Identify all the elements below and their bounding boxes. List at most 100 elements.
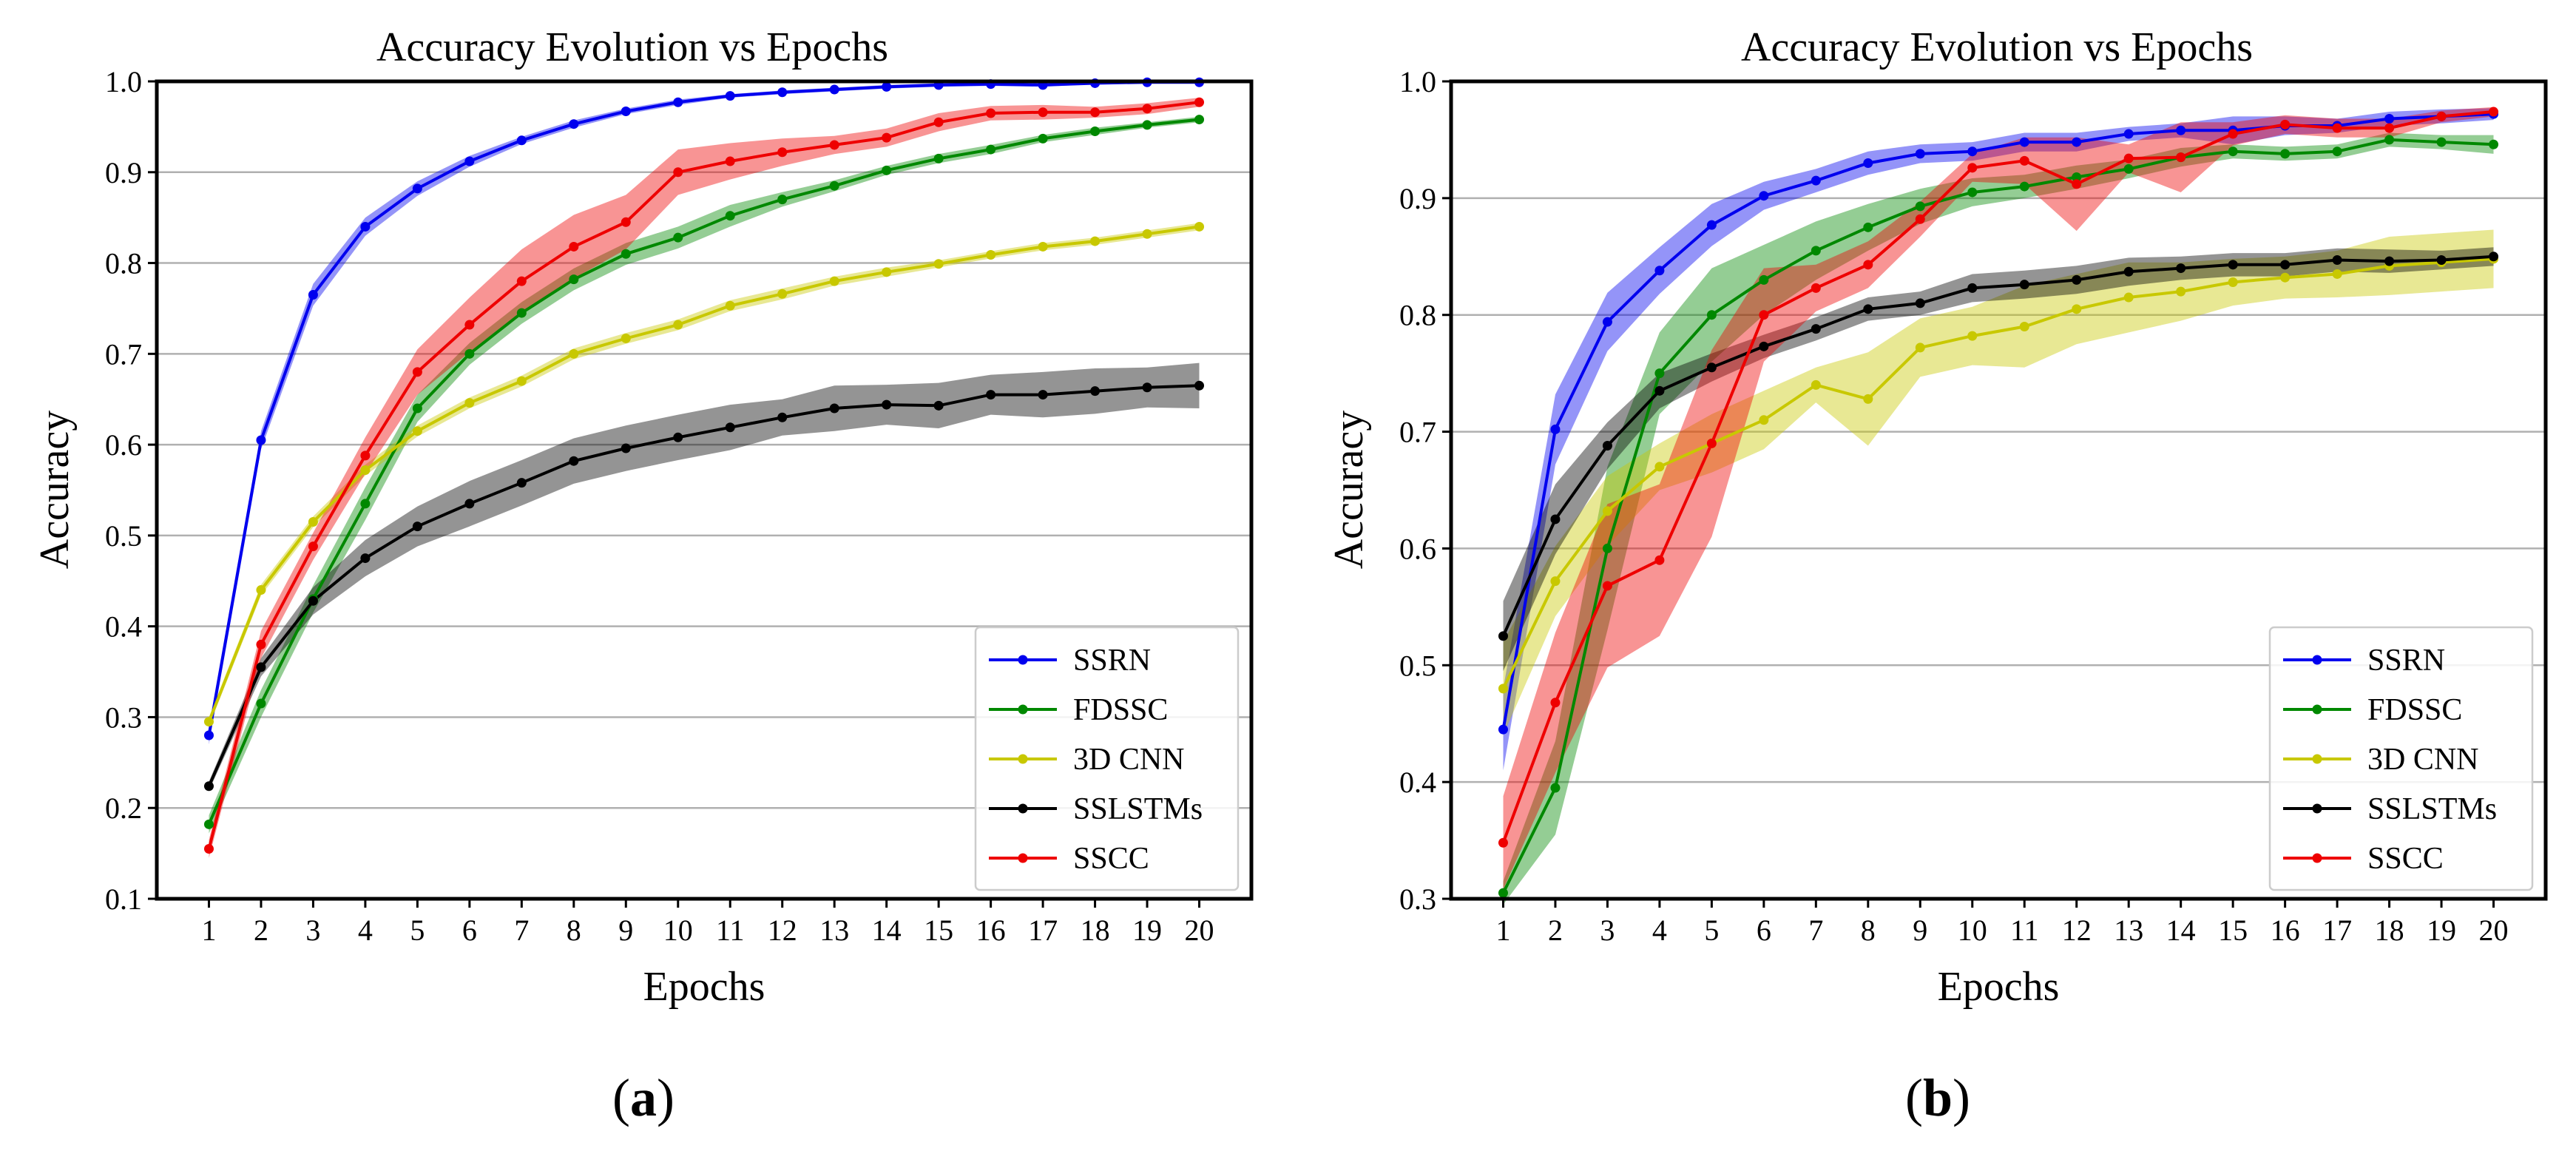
point-sslstms [2280, 260, 2291, 270]
x-tick-label: 19 [1132, 914, 1162, 947]
x-tick-label: 10 [663, 914, 693, 947]
point-ssrn [1654, 266, 1665, 276]
legend-marker [1018, 704, 1028, 715]
legend-label: 3D CNN [1073, 743, 1185, 777]
point-sscc [986, 108, 996, 118]
band-fdssc [1503, 132, 2494, 905]
point-ssrn [725, 91, 735, 101]
x-tick-label: 4 [1652, 914, 1667, 947]
x-axis-label-a: Epochs [643, 964, 765, 1010]
point-sscc [1863, 260, 1873, 270]
legend-box [2268, 626, 2534, 891]
line-fdssc [1501, 138, 2494, 894]
legend-marker [1018, 803, 1028, 814]
point-sscc [1142, 104, 1152, 114]
line-fdssc [207, 118, 1200, 826]
point-sscc [1967, 163, 1978, 173]
point-3d-cnn [2019, 322, 2029, 331]
point-ssrn [1811, 175, 1821, 186]
point-sscc [2436, 111, 2447, 121]
point-fdssc [2123, 163, 2134, 174]
point-sscc [360, 451, 371, 461]
point-sscc [256, 639, 266, 649]
point-sslstms [1759, 341, 1769, 351]
point-fdssc [673, 232, 683, 243]
y-tick-label: 0.1 [105, 883, 142, 916]
x-tick-label: 20 [2479, 914, 2509, 947]
point-fdssc [1038, 133, 1048, 144]
point-3d-cnn [1811, 379, 1821, 390]
point-3d-cnn [1915, 343, 1925, 353]
point-fdssc [2489, 139, 2499, 149]
point-sscc [2176, 152, 2186, 163]
point-fdssc [203, 819, 214, 829]
point-sslstms [1706, 362, 1717, 373]
x-tick-label: 7 [1808, 914, 1823, 947]
y-axis-label-a: Accuracy [32, 411, 78, 570]
point-3d-cnn [621, 333, 631, 343]
legend-b: SSRN FDSSC 3D CNN SSLSTMs SSCC [2268, 626, 2534, 891]
point-3d-cnn [412, 426, 422, 436]
line-sslstms [1501, 254, 2494, 637]
x-tick-label: 16 [2271, 914, 2300, 947]
point-sslstms [2384, 256, 2395, 266]
point-sslstms [777, 412, 788, 422]
legend-marker [2312, 853, 2322, 863]
x-tick-label: 20 [1185, 914, 1214, 947]
point-3d-cnn [464, 398, 475, 408]
x-tick-label: 16 [976, 914, 1006, 947]
y-axis-label-b: Accuracy [1326, 411, 1372, 570]
point-3d-cnn [777, 288, 788, 299]
panel-a: Accuracy Evolution vs Epochs 1 2 3 4 5 6 7 8 9 10… [32, 24, 1254, 1127]
point-sslstms [360, 553, 371, 564]
point-sscc [1811, 283, 1821, 293]
point-sslstms [569, 456, 579, 466]
point-ssrn [673, 97, 683, 107]
point-sscc [203, 843, 214, 854]
legend-label: SSLSTMs [2367, 792, 2497, 826]
point-ssrn [516, 135, 527, 146]
legend-label: 3D CNN [2367, 743, 2479, 777]
series-points-b [1498, 107, 2499, 898]
point-fdssc [2332, 146, 2342, 157]
point-ssrn [360, 221, 371, 232]
y-tick-label: 0.3 [105, 701, 142, 734]
x-tick-label: 1 [1495, 914, 1510, 947]
point-fdssc [1090, 126, 1101, 137]
point-3d-cnn [725, 300, 735, 311]
series-lines-a [207, 81, 1200, 849]
band-sscc [1503, 107, 2494, 890]
legend-label: FDSSC [1073, 693, 1168, 727]
x-tick-label: 11 [716, 914, 745, 947]
point-sslstms [621, 443, 631, 453]
confidence-bands-a [209, 81, 1200, 858]
point-3d-cnn [2332, 269, 2342, 279]
point-3d-cnn [882, 267, 892, 277]
y-tick-label: 0.9 [105, 156, 142, 189]
point-sscc [2384, 123, 2395, 133]
point-sscc [621, 217, 631, 227]
y-tick-label: 0.6 [105, 428, 142, 462]
point-fdssc [777, 195, 788, 205]
point-sslstms [725, 422, 735, 433]
point-sslstms [2176, 263, 2186, 274]
series-points-a [203, 77, 1205, 854]
line-ssrn [207, 81, 1200, 736]
point-sslstms [882, 399, 892, 410]
point-ssrn [621, 107, 631, 117]
legend-label: SSCC [2367, 842, 2444, 876]
line-3d-cnn [1501, 257, 2494, 689]
x-tick-label: 17 [1028, 914, 1058, 947]
point-sslstms [1967, 283, 1978, 293]
point-3d-cnn [569, 348, 579, 359]
point-ssrn [1759, 191, 1769, 201]
legend-label: SSCC [1073, 842, 1149, 876]
point-fdssc [1498, 888, 1508, 898]
x-tick-label: 8 [567, 914, 581, 947]
point-sslstms [1498, 631, 1508, 641]
point-sslstms [256, 662, 266, 672]
point-ssrn [2176, 125, 2186, 135]
x-tick-label: 18 [1081, 914, 1110, 947]
line-sslstms [207, 384, 1200, 787]
point-ssrn [1915, 149, 1925, 159]
